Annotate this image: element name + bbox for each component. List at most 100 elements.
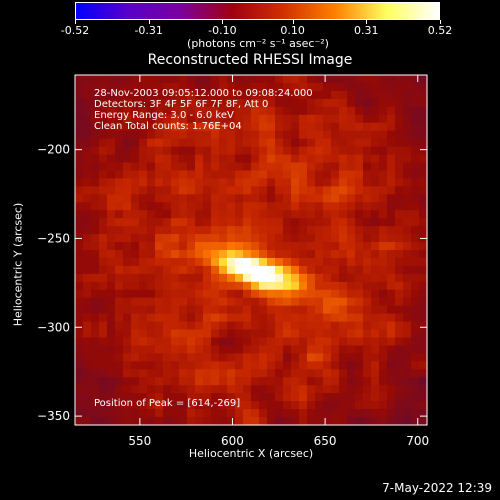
heatmap-cell	[131, 313, 140, 323]
heatmap-cell	[307, 186, 316, 195]
heatmap-cell	[235, 289, 244, 299]
heatmap-cell	[403, 138, 412, 148]
heatmap-cell	[315, 90, 324, 100]
heatmap-cell	[339, 186, 348, 195]
heatmap-cell	[75, 218, 84, 227]
heatmap-cell	[323, 265, 332, 275]
heatmap-cell	[219, 122, 228, 132]
heatmap-cell	[139, 289, 148, 299]
colorbar-tick	[222, 20, 224, 24]
heatmap-cell	[275, 281, 284, 291]
heatmap-cell	[163, 393, 172, 402]
heatmap-cell	[211, 242, 220, 251]
heatmap-cell	[147, 178, 156, 187]
heatmap-cell	[331, 242, 340, 251]
heatmap-cell	[347, 329, 356, 339]
heatmap-cell	[187, 345, 196, 355]
heatmap-cell	[107, 210, 116, 219]
heatmap-cell	[203, 273, 212, 283]
heatmap-cell	[259, 250, 268, 259]
heatmap-cell	[419, 250, 428, 259]
heatmap-cell	[211, 265, 220, 275]
heatmap-cell	[379, 369, 388, 378]
heatmap-cell	[83, 297, 92, 307]
heatmap-cell	[203, 75, 212, 84]
heatmap-cell	[179, 345, 188, 355]
heatmap-cell	[307, 305, 316, 315]
heatmap-cell	[283, 186, 292, 195]
heatmap-cell	[251, 297, 260, 307]
heatmap-cell	[75, 393, 84, 402]
heatmap-cell	[275, 329, 284, 339]
heatmap-cell	[155, 393, 164, 402]
heatmap-cell	[115, 289, 124, 299]
heatmap-cell	[107, 313, 116, 323]
heatmap-cell	[315, 154, 324, 164]
heatmap-cell	[107, 337, 116, 347]
heatmap-cell	[219, 82, 228, 92]
heatmap-cell	[91, 106, 100, 116]
heatmap-cell	[91, 353, 100, 362]
heatmap-cell	[235, 305, 244, 315]
heatmap-cell	[275, 305, 284, 315]
heatmap-cell	[147, 194, 156, 203]
heatmap-cell	[99, 82, 108, 92]
heatmap-cell	[275, 178, 284, 187]
heatmap-cell	[179, 194, 188, 203]
heatmap-cell	[91, 82, 100, 92]
heatmap-cell	[395, 273, 404, 283]
heatmap-cell	[283, 75, 292, 84]
heatmap-cell	[123, 170, 132, 180]
heatmap-cell	[267, 202, 276, 211]
heatmap-cell	[171, 345, 180, 355]
heatmap-cell	[331, 178, 340, 187]
heatmap-cell	[235, 162, 244, 172]
heatmap-cell	[411, 321, 420, 331]
heatmap-cell	[115, 273, 124, 283]
heatmap-cell	[363, 313, 372, 323]
heatmap-cell	[235, 130, 244, 140]
heatmap-cell	[411, 234, 420, 243]
heatmap-cell	[155, 385, 164, 394]
heatmap-cell	[115, 122, 124, 132]
heatmap-cell	[251, 186, 260, 195]
heatmap-cell	[307, 130, 316, 140]
heatmap-cell	[283, 385, 292, 394]
heatmap-cell	[339, 353, 348, 362]
colorbar-tick	[440, 20, 441, 24]
heatmap-cell	[219, 90, 228, 100]
heatmap-cell	[411, 369, 420, 378]
heatmap-cell	[267, 369, 276, 378]
heatmap-cell	[403, 122, 412, 132]
heatmap-cell	[179, 337, 188, 347]
heatmap-cell	[259, 409, 268, 418]
heatmap-cell	[195, 353, 204, 362]
heatmap-cell	[371, 122, 380, 132]
heatmap-cell	[355, 130, 364, 140]
heatmap-cell	[299, 289, 308, 299]
heatmap-cell	[227, 281, 236, 291]
heatmap-cell	[163, 313, 172, 323]
heatmap-cell	[323, 226, 332, 235]
heatmap-cell	[371, 250, 380, 259]
heatmap-cell	[323, 242, 332, 251]
heatmap-cell	[419, 75, 428, 84]
heatmap-cell	[227, 353, 236, 362]
heatmap-cell	[299, 75, 308, 84]
heatmap-cell	[403, 210, 412, 219]
heatmap-cell	[83, 273, 92, 283]
heatmap-cell	[187, 369, 196, 378]
heatmap-cell	[235, 90, 244, 100]
heatmap-cell	[91, 321, 100, 331]
heatmap-cell	[171, 210, 180, 219]
heatmap-cell	[179, 170, 188, 180]
heatmap-cell	[179, 75, 188, 84]
heatmap-cell	[339, 393, 348, 402]
heatmap-cell	[211, 297, 220, 307]
heatmap-cell	[235, 385, 244, 394]
heatmap-cell	[235, 273, 244, 283]
heatmap-cell	[347, 417, 356, 426]
heatmap-cell	[299, 369, 308, 378]
heatmap-cell	[211, 234, 220, 243]
heatmap-cell	[83, 337, 92, 347]
